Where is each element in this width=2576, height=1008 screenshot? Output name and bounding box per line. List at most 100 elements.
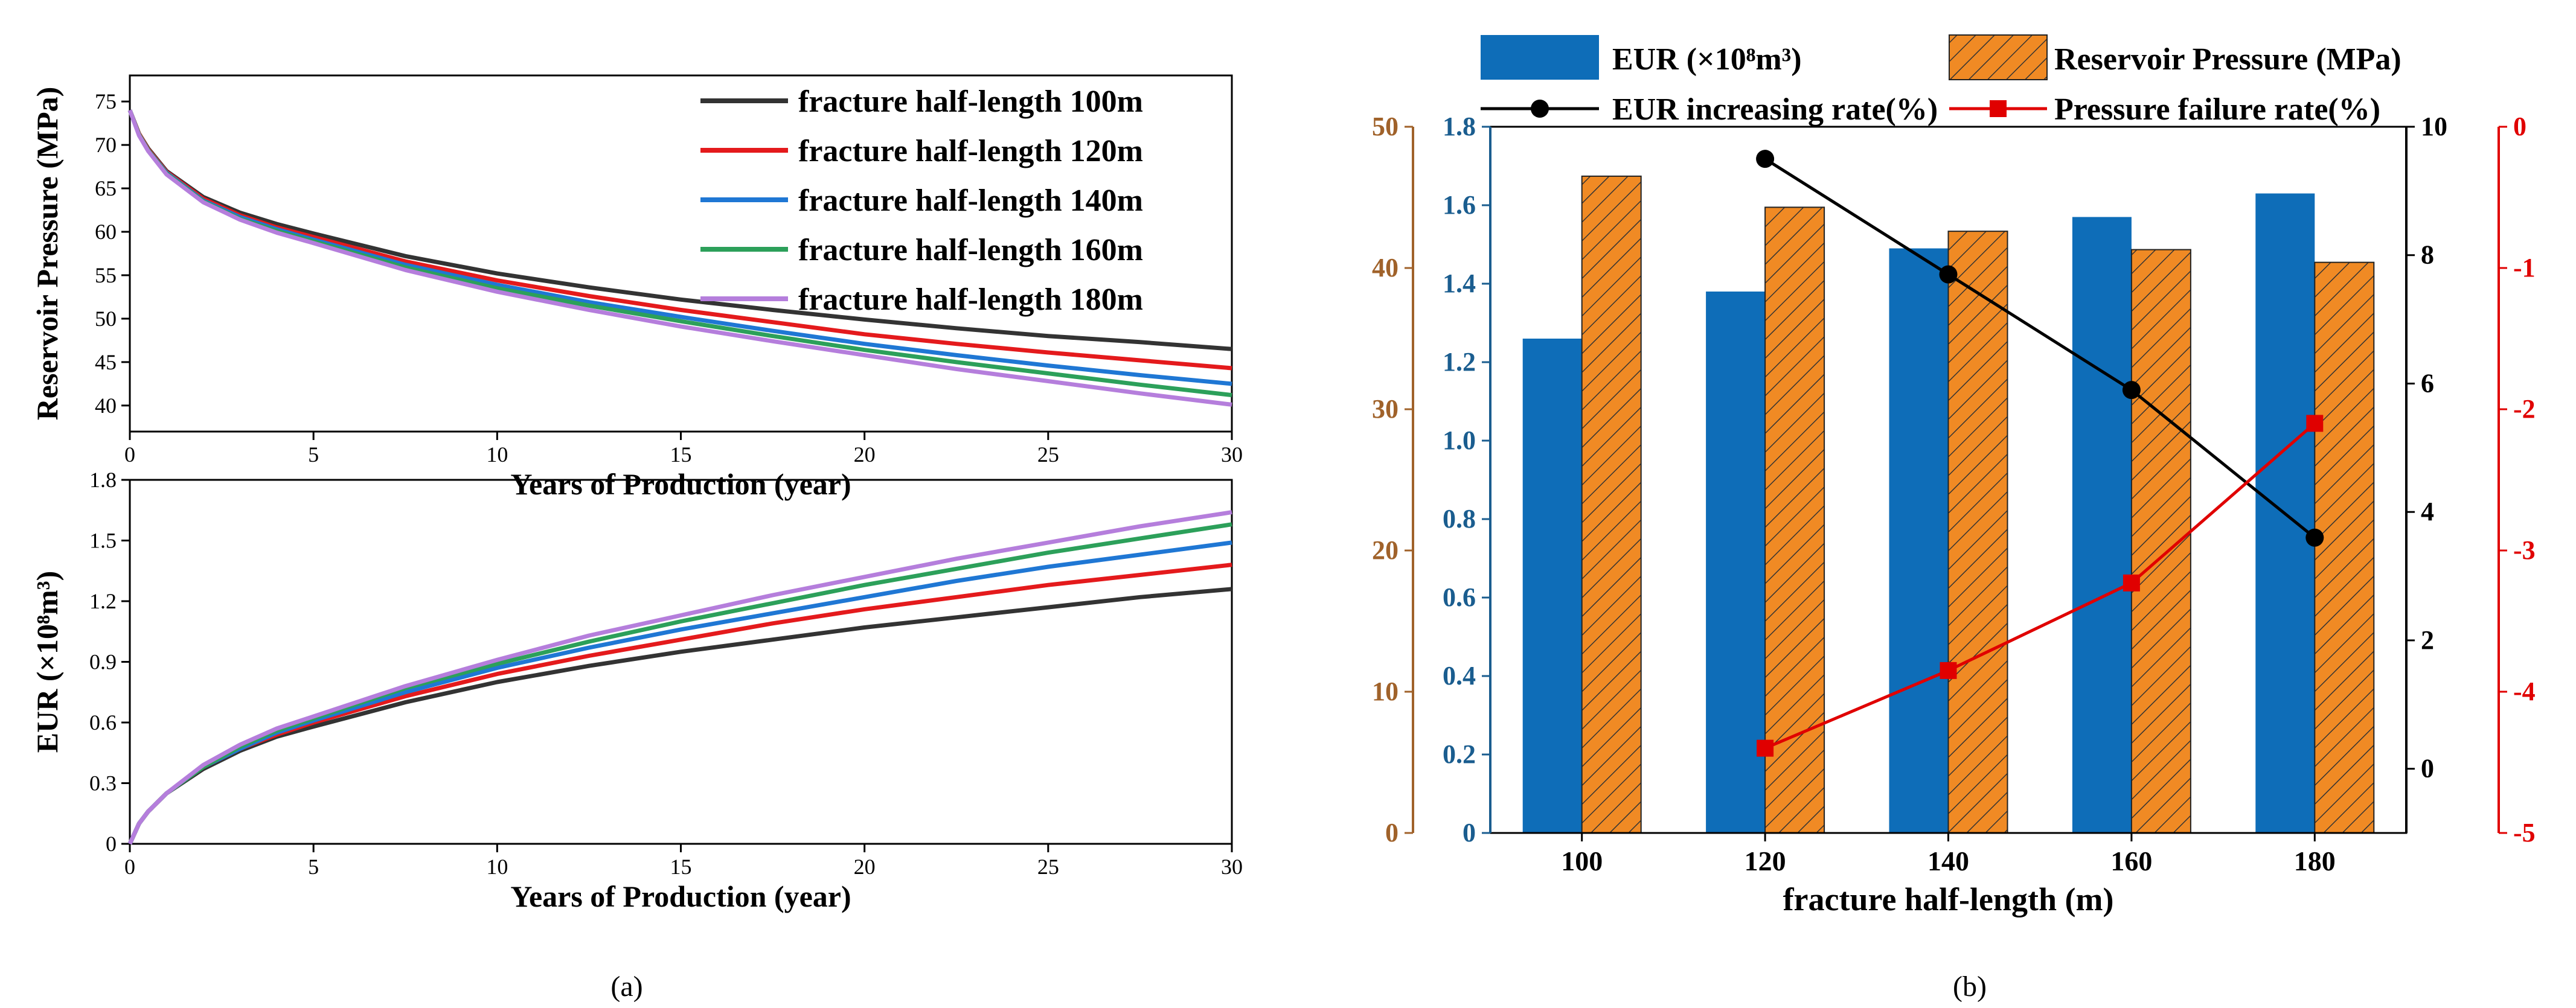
eur-rate-tick-label: 10 [2421,112,2447,141]
x-tick-label: 30 [1221,442,1243,467]
pressure-tick-label: 20 [1372,535,1399,565]
eur-tick-label: 1.2 [1443,347,1476,377]
eur-rate-tick-label: 8 [2421,240,2434,270]
y-tick-label: 1.2 [89,589,117,613]
pressure-bar [2130,249,2191,834]
pressure-rate-tick-label: 0 [2513,112,2526,141]
x-tick-label: 30 [1221,855,1243,879]
pressure-rate-tick-label: -5 [2513,818,2536,847]
y-tick-label: 40 [95,394,117,418]
eur-rate-tick-label: 2 [2421,625,2434,655]
eur-tick-label: 1.4 [1443,269,1476,298]
legend-label: fracture half-length 140m [798,183,1143,218]
eur-rate-tick-label: 4 [2421,497,2434,526]
eur-rate-tick-label: 6 [2421,368,2434,398]
legend-label: fracture half-length 180m [798,282,1143,317]
pressure-tick-label: 10 [1372,677,1399,706]
pressure-rate-tick-label: -3 [2513,535,2536,565]
eur-tick-label: 0 [1463,818,1476,847]
y-axis-label: EUR (×10⁸m³) [30,571,64,753]
eur-bar [1522,339,1582,833]
x-axis-label: Years of Production (year) [510,879,851,913]
x-tick-label: 5 [308,442,319,467]
pressure-tick-label: 0 [1385,818,1399,847]
y-tick-label: 0.6 [89,710,117,735]
y-tick-label: 0.9 [89,650,117,674]
y-tick-label: 60 [95,220,117,244]
series-line-3 [127,540,1232,845]
x-tick-label: 15 [670,855,692,879]
pressure-bar [1581,175,1642,834]
x-tick-label: 140 [1927,846,1969,876]
legend-marker-pressure-rate [1990,100,2007,117]
x-tick-label: 5 [308,855,319,879]
pressure-bar [1764,206,1825,834]
pressure-rate-tick-label: -4 [2513,677,2536,706]
pressure-bar [1947,231,2008,834]
x-tick-label: 25 [1037,442,1059,467]
legend-swatch-pressure [1949,34,2048,80]
x-tick-label: 100 [1561,846,1603,876]
x-tick-label: 160 [2110,846,2152,876]
series-line-5 [127,109,1232,407]
eur-bar [2072,217,2132,833]
pressure-rate-point [1940,662,1957,679]
y-tick-label: 1.8 [89,468,117,492]
eur-tick-label: 0.8 [1443,504,1476,534]
chart-b: 100 120 140 160 1800102030405000.20.40.60.81… [1372,34,2536,917]
x-tick-label: 10 [486,442,508,467]
pressure-rate-tick-label: -1 [2513,253,2536,282]
plot-frame [129,479,1233,845]
y-tick-label: 50 [95,307,117,331]
legend-label: fracture half-length 100m [798,85,1143,119]
series-line-4 [127,522,1232,845]
caption-b: (b) [1953,971,1987,1003]
legend-label-pressure-rate: Pressure failure rate(%) [2054,92,2380,127]
x-tick-label: 0 [124,855,135,879]
eur-rate-tick-label: 0 [2421,754,2434,783]
x-tick-label: 15 [670,442,692,467]
eur-rate-point [2122,381,2141,400]
caption-a: (a) [610,971,642,1003]
eur-bar [1706,292,1766,833]
legend-marker-eur-rate [1531,100,1549,118]
x-tick-label: 0 [124,442,135,467]
pressure-bar [2314,261,2375,834]
legend-label-eur: EUR (×10⁸m³) [1612,42,1802,77]
pressure-rate-tick-label: -2 [2513,394,2536,424]
series-line-5 [127,510,1232,845]
legend-swatch-eur [1481,35,1599,80]
y-tick-label: 45 [95,350,117,374]
eur-rate-point [1756,150,1775,168]
pressure-rate-point [1757,739,1774,757]
x-tick-label: 10 [486,855,508,879]
pressure-rate-point [2306,415,2324,432]
chart-a-bottom: 0 5 10 15 20 25 30 0 0.3 0.6 0.9 1.2 1.5 1.8 Years of … [30,468,1243,913]
eur-tick-label: 0.6 [1443,582,1476,612]
pressure-tick-label: 50 [1372,112,1399,141]
y-axis-label: Reservoir Pressure (MPa) [30,87,64,421]
pressure-rate-line [1764,422,2316,750]
eur-tick-label: 1.8 [1443,112,1476,141]
y-tick-label: 1.5 [89,529,117,553]
eur-rate-line [1764,158,2316,539]
y-tick-label: 0.3 [89,771,117,796]
y-tick-label: 65 [95,176,117,200]
eur-tick-label: 1.0 [1443,426,1476,455]
x-tick-label: 25 [1037,855,1059,879]
eur-tick-label: 0.4 [1443,661,1476,691]
x-tick-label: 20 [854,442,876,467]
legend-label: fracture half-length 120m [798,134,1143,168]
eur-tick-label: 0.2 [1443,739,1476,769]
x-tick-label: 20 [854,855,876,879]
legend-label-pressure: Reservoir Pressure (MPa) [2054,42,2401,77]
chart-a-top: 0 5 10 15 20 25 30 40 45 50 55 60 65 70 75 Years of Pro… [30,74,1243,501]
pressure-tick-label: 30 [1372,394,1399,424]
legend-label-eur-rate: EUR increasing rate(%) [1612,92,1938,127]
y-tick-label: 75 [95,89,117,113]
pressure-tick-label: 40 [1372,253,1399,282]
y-tick-label: 0 [106,832,117,856]
eur-bar [1889,248,1949,833]
legend-label: fracture half-length 160m [798,233,1143,267]
